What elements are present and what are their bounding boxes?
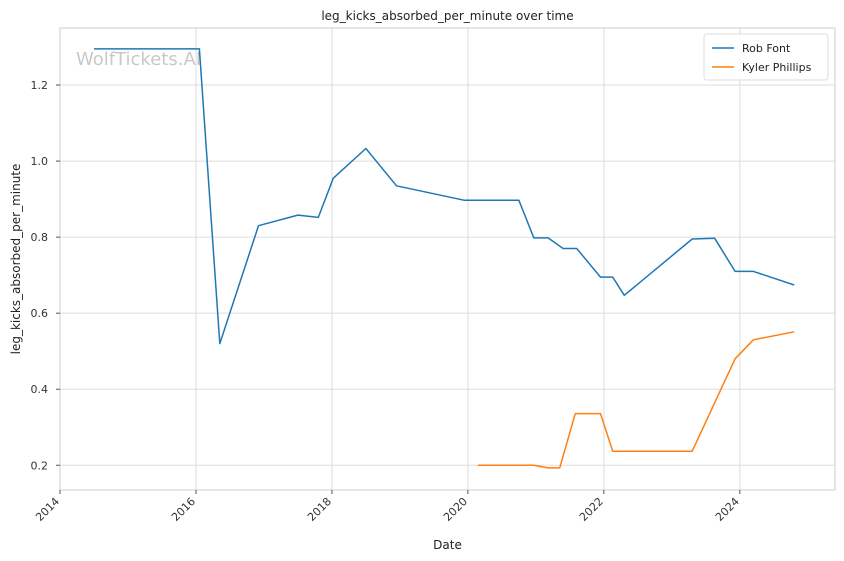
y-tick-label: 0.6 (31, 307, 49, 320)
series-line-rob-font (94, 48, 795, 345)
y-tick-label: 0.2 (31, 459, 49, 472)
watermark: WolfTickets.AI (76, 49, 201, 70)
legend-label: Rob Font (742, 42, 791, 55)
y-tick-label: 1.0 (31, 155, 49, 168)
plot-frame (59, 27, 836, 491)
y-tick-label: 0.4 (31, 383, 49, 396)
legend-frame (703, 33, 829, 81)
y-tick-label: 0.8 (31, 231, 49, 244)
y-axis-ticks: 0.2 0.4 0.6 0.8 1.0 1.2 (31, 79, 60, 472)
y-axis-label: leg_kicks_absorbed_per_minute (9, 164, 23, 355)
legend: Rob Font Kyler Phillips (703, 33, 829, 81)
y-tick-label: 1.2 (31, 79, 49, 92)
chart-title: leg_kicks_absorbed_per_minute over time (321, 9, 573, 23)
series-line-kyler-phillips (478, 331, 795, 469)
x-axis-label: Date (433, 538, 462, 552)
legend-label: Kyler Phillips (742, 61, 812, 74)
grid (59, 28, 835, 490)
series-layer (94, 48, 795, 469)
